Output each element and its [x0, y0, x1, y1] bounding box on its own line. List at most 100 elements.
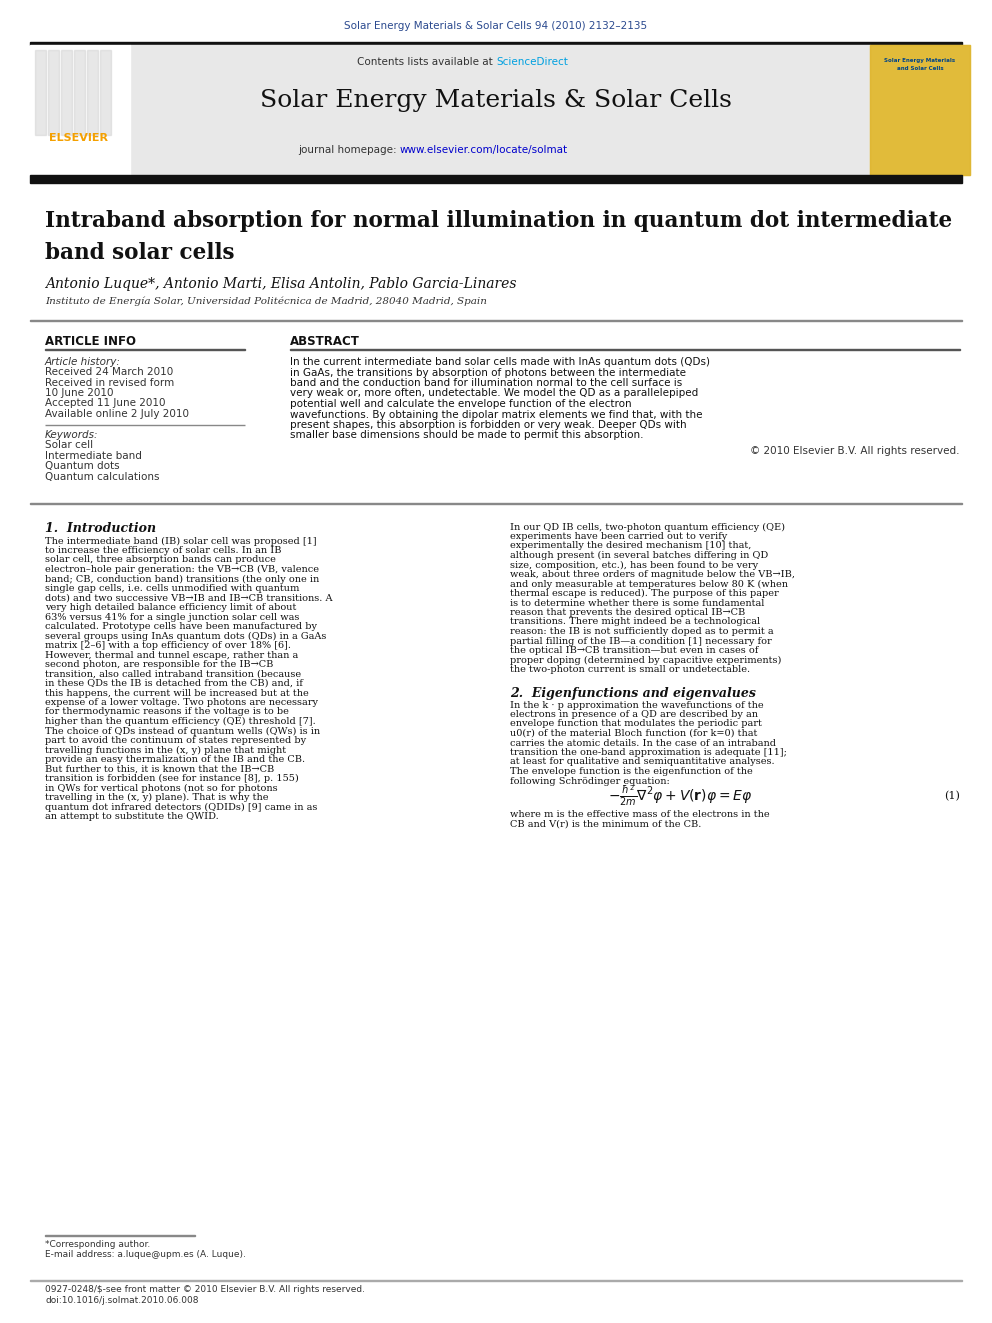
Text: But further to this, it is known that the IB→CB: But further to this, it is known that th… — [45, 765, 274, 774]
Text: is to determine whether there is some fundamental: is to determine whether there is some fu… — [510, 598, 765, 607]
Text: electron–hole pair generation: the VB→CB (VB, valence: electron–hole pair generation: the VB→CB… — [45, 565, 319, 574]
Text: transitions. There might indeed be a technological: transitions. There might indeed be a tec… — [510, 618, 760, 627]
Bar — [870, 45, 970, 175]
Bar — [30, 175, 962, 183]
Text: Quantum dots: Quantum dots — [45, 462, 120, 471]
Bar — [74, 50, 85, 135]
Text: solar cell, three absorption bands can produce: solar cell, three absorption bands can p… — [45, 556, 276, 565]
Text: matrix [2–6] with a top efficiency of over 18% [6].: matrix [2–6] with a top efficiency of ov… — [45, 642, 291, 650]
Text: very weak or, more often, undetectable. We model the QD as a parallelepiped: very weak or, more often, undetectable. … — [290, 389, 698, 398]
Text: u0(r) of the material Bloch function (for k=0) that: u0(r) of the material Bloch function (fo… — [510, 729, 757, 738]
Text: proper doping (determined by capacitive experiments): proper doping (determined by capacitive … — [510, 655, 782, 664]
Text: several groups using InAs quantum dots (QDs) in a GaAs: several groups using InAs quantum dots (… — [45, 631, 326, 640]
Text: $-\frac{\hbar^2}{2m}\nabla^2\varphi + V(\mathbf{r})\varphi = E\varphi$: $-\frac{\hbar^2}{2m}\nabla^2\varphi + V(… — [608, 783, 752, 808]
Text: potential well and calculate the envelope function of the electron: potential well and calculate the envelop… — [290, 400, 632, 409]
Text: very high detailed balance efficiency limit of about: very high detailed balance efficiency li… — [45, 603, 297, 613]
Text: Solar cell: Solar cell — [45, 441, 93, 451]
Text: in GaAs, the transitions by absorption of photons between the intermediate: in GaAs, the transitions by absorption o… — [290, 368, 686, 377]
Text: following Schrödinger equation:: following Schrödinger equation: — [510, 777, 670, 786]
Text: quantum dot infrared detectors (QDIDs) [9] came in as: quantum dot infrared detectors (QDIDs) [… — [45, 803, 317, 811]
Bar — [30, 42, 962, 45]
Text: dots) and two successive VB→IB and IB→CB transitions. A: dots) and two successive VB→IB and IB→CB… — [45, 594, 332, 602]
Text: band and the conduction band for illumination normal to the cell surface is: band and the conduction band for illumin… — [290, 378, 682, 388]
Text: The intermediate band (IB) solar cell was proposed [1]: The intermediate band (IB) solar cell wa… — [45, 537, 316, 545]
Text: in QWs for vertical photons (not so for photons: in QWs for vertical photons (not so for … — [45, 783, 278, 792]
Text: © 2010 Elsevier B.V. All rights reserved.: © 2010 Elsevier B.V. All rights reserved… — [751, 446, 960, 456]
Text: travelling functions in the (x, y) plane that might: travelling functions in the (x, y) plane… — [45, 745, 286, 754]
Text: provide an easy thermalization of the IB and the CB.: provide an easy thermalization of the IB… — [45, 755, 306, 763]
Text: experiments have been carried out to verify: experiments have been carried out to ver… — [510, 532, 727, 541]
Text: www.elsevier.com/locate/solmat: www.elsevier.com/locate/solmat — [400, 146, 568, 155]
Text: and only measurable at temperatures below 80 K (when: and only measurable at temperatures belo… — [510, 579, 788, 589]
Text: carries the atomic details. In the case of an intraband: carries the atomic details. In the case … — [510, 738, 776, 747]
Text: where m is the effective mass of the electrons in the: where m is the effective mass of the ele… — [510, 810, 770, 819]
Text: the optical IB→CB transition—but even in cases of: the optical IB→CB transition—but even in… — [510, 646, 758, 655]
Text: for thermodynamic reasons if the voltage is to be: for thermodynamic reasons if the voltage… — [45, 708, 289, 717]
Bar — [48, 50, 59, 135]
Text: weak, about three orders of magnitude below the VB→IB,: weak, about three orders of magnitude be… — [510, 570, 795, 579]
Text: Antonio Luque*, Antonio Marti, Elisa Antolin, Pablo Garcia-Linares: Antonio Luque*, Antonio Marti, Elisa Ant… — [45, 277, 517, 291]
Text: Accepted 11 June 2010: Accepted 11 June 2010 — [45, 398, 166, 409]
Bar — [30, 45, 130, 175]
Text: calculated. Prototype cells have been manufactured by: calculated. Prototype cells have been ma… — [45, 622, 317, 631]
Text: transition the one-band approximation is adequate [11];: transition the one-band approximation is… — [510, 747, 787, 757]
Text: In the current intermediate band solar cells made with InAs quantum dots (QDs): In the current intermediate band solar c… — [290, 357, 710, 366]
Text: (1): (1) — [944, 791, 960, 802]
Bar — [130, 45, 870, 175]
Text: Keywords:: Keywords: — [45, 430, 98, 441]
Text: envelope function that modulates the periodic part: envelope function that modulates the per… — [510, 720, 762, 729]
Text: and Solar Cells: and Solar Cells — [897, 66, 943, 71]
Bar — [0, 0, 992, 42]
Text: Solar Energy Materials & Solar Cells 94 (2010) 2132–2135: Solar Energy Materials & Solar Cells 94 … — [344, 21, 648, 30]
Text: part to avoid the continuum of states represented by: part to avoid the continuum of states re… — [45, 736, 307, 745]
Text: Intraband absorption for normal illumination in quantum dot intermediate: Intraband absorption for normal illumina… — [45, 210, 952, 232]
Text: to increase the efficiency of solar cells. In an IB: to increase the efficiency of solar cell… — [45, 546, 282, 556]
Text: 1.  Introduction: 1. Introduction — [45, 523, 156, 536]
Bar — [870, 45, 970, 175]
Text: transition, also called intraband transition (because: transition, also called intraband transi… — [45, 669, 302, 679]
Text: electrons in presence of a QD are described by an: electrons in presence of a QD are descri… — [510, 710, 758, 718]
Text: wavefunctions. By obtaining the dipolar matrix elements we find that, with the: wavefunctions. By obtaining the dipolar … — [290, 410, 702, 419]
Text: although present (in several batches differing in QD: although present (in several batches dif… — [510, 550, 768, 560]
Text: Intermediate band: Intermediate band — [45, 451, 142, 460]
Text: this happens, the current will be increased but at the: this happens, the current will be increa… — [45, 688, 309, 697]
Text: Solar Energy Materials & Solar Cells: Solar Energy Materials & Solar Cells — [260, 89, 732, 111]
Text: reason that prevents the desired optical IB→CB: reason that prevents the desired optical… — [510, 609, 745, 617]
Text: partial filling of the IB—a condition [1] necessary for: partial filling of the IB—a condition [1… — [510, 636, 772, 646]
Text: in these QDs the IB is detached from the CB) and, if: in these QDs the IB is detached from the… — [45, 679, 303, 688]
Text: second photon, are responsible for the IB→CB: second photon, are responsible for the I… — [45, 660, 274, 669]
Text: The envelope function is the eigenfunction of the: The envelope function is the eigenfuncti… — [510, 767, 753, 777]
Text: 10 June 2010: 10 June 2010 — [45, 388, 113, 398]
Text: Received 24 March 2010: Received 24 March 2010 — [45, 366, 174, 377]
Text: present shapes, this absorption is forbidden or very weak. Deeper QDs with: present shapes, this absorption is forbi… — [290, 419, 686, 430]
Text: single gap cells, i.e. cells unmodified with quantum: single gap cells, i.e. cells unmodified … — [45, 583, 300, 593]
Text: band solar cells: band solar cells — [45, 242, 234, 265]
Text: thermal escape is reduced). The purpose of this paper: thermal escape is reduced). The purpose … — [510, 589, 779, 598]
Text: journal homepage:: journal homepage: — [299, 146, 400, 155]
Bar — [100, 50, 111, 135]
Text: at least for qualitative and semiquantitative analyses.: at least for qualitative and semiquantit… — [510, 758, 775, 766]
Text: transition is forbidden (see for instance [8], p. 155): transition is forbidden (see for instanc… — [45, 774, 299, 783]
Text: ABSTRACT: ABSTRACT — [290, 335, 360, 348]
Text: expense of a lower voltage. Two photons are necessary: expense of a lower voltage. Two photons … — [45, 699, 318, 706]
Text: band; CB, conduction band) transitions (the only one in: band; CB, conduction band) transitions (… — [45, 574, 319, 583]
Text: 63% versus 41% for a single junction solar cell was: 63% versus 41% for a single junction sol… — [45, 613, 300, 622]
Text: *Corresponding author.: *Corresponding author. — [45, 1240, 150, 1249]
Bar — [35, 50, 46, 135]
Text: In our QD IB cells, two-photon quantum efficiency (QE): In our QD IB cells, two-photon quantum e… — [510, 523, 785, 532]
Text: experimentally the desired mechanism [10] that,: experimentally the desired mechanism [10… — [510, 541, 751, 550]
Text: However, thermal and tunnel escape, rather than a: However, thermal and tunnel escape, rath… — [45, 651, 299, 659]
Text: ELSEVIER: ELSEVIER — [49, 134, 107, 143]
Text: Available online 2 July 2010: Available online 2 July 2010 — [45, 409, 189, 419]
Text: CB and V(r) is the minimum of the CB.: CB and V(r) is the minimum of the CB. — [510, 819, 701, 828]
Text: Quantum calculations: Quantum calculations — [45, 472, 160, 482]
Text: Solar Energy Materials: Solar Energy Materials — [885, 58, 955, 64]
Text: travelling in the (x, y) plane). That is why the: travelling in the (x, y) plane). That is… — [45, 792, 269, 802]
Text: reason: the IB is not sufficiently doped as to permit a: reason: the IB is not sufficiently doped… — [510, 627, 774, 636]
Text: doi:10.1016/j.solmat.2010.06.008: doi:10.1016/j.solmat.2010.06.008 — [45, 1297, 198, 1304]
Text: Instituto de Energía Solar, Universidad Politécnica de Madrid, 28040 Madrid, Spa: Instituto de Energía Solar, Universidad … — [45, 296, 487, 307]
Text: In the k · p approximation the wavefunctions of the: In the k · p approximation the wavefunct… — [510, 700, 764, 709]
Text: Article history:: Article history: — [45, 357, 121, 366]
Text: 0927-0248/$-see front matter © 2010 Elsevier B.V. All rights reserved.: 0927-0248/$-see front matter © 2010 Else… — [45, 1285, 365, 1294]
Bar — [87, 50, 98, 135]
